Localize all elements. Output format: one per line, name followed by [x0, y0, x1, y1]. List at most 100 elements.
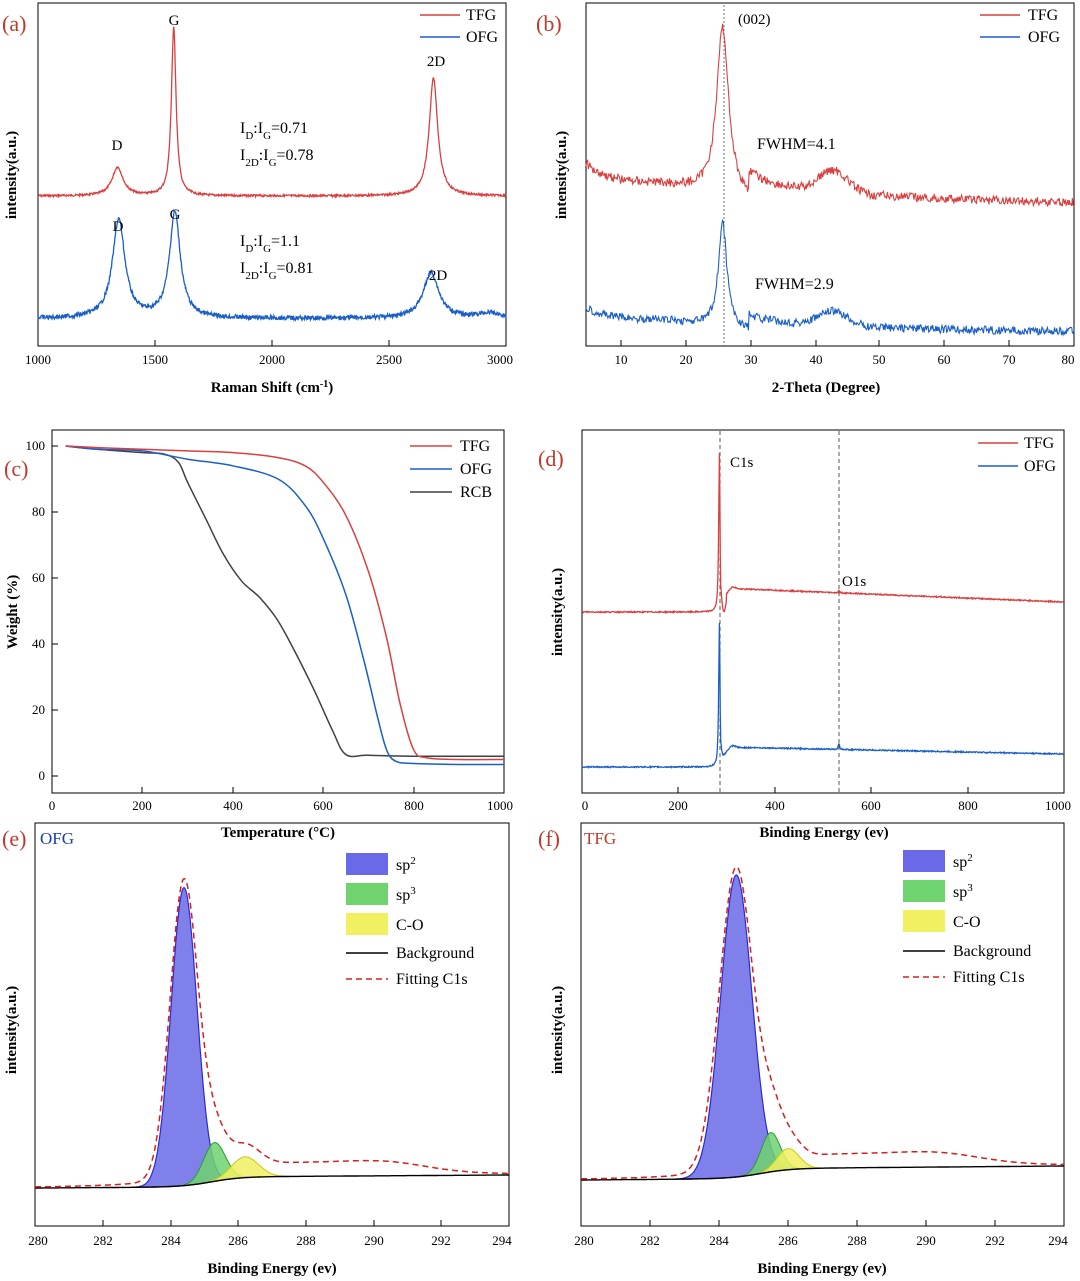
panel-label-f: (f): [538, 826, 560, 851]
x-tick-label: 80: [1062, 352, 1075, 367]
x-ticks-e: 280 282 284 286 288 290 292 294: [28, 1220, 512, 1248]
x-tick-label: 600: [861, 798, 881, 813]
x-tick-label: 10: [615, 352, 628, 367]
x-tick-label: 284: [709, 1233, 729, 1248]
x-tick-label: 800: [958, 798, 978, 813]
series-line-ofg: [581, 622, 1064, 770]
x-tick-label: 286: [778, 1233, 798, 1248]
y-axis-label-c: Weight (%): [5, 575, 21, 650]
series-line-tfg: [581, 453, 1065, 614]
plot-frame-f: [580, 822, 1065, 1227]
ratio-annotation: ID:IG=0.71: [240, 120, 308, 142]
x-tick-label: 1000: [487, 798, 513, 813]
y-tick-label: 80: [32, 504, 45, 519]
x-tick-label: 400: [223, 798, 243, 813]
panel-f: (f) TFG 280 282 284 286 288 290 292 294 …: [538, 822, 1068, 1277]
background-line: [581, 1165, 1064, 1181]
fitting-c1s-line: [35, 877, 509, 1188]
fitting-c1s-line: [581, 866, 1064, 1180]
legend-label-tfg: TFG: [460, 438, 491, 455]
series-line-tfg: [65, 445, 505, 761]
y-axis-label-a: intensity(a.u.): [4, 131, 20, 219]
x-tick-label: 280: [574, 1233, 594, 1248]
x-axis-label-b: 2-Theta (Degree): [772, 380, 880, 396]
x-axis-label-d: Binding Energy (ev): [759, 825, 888, 841]
legend-label-ofg: OFG: [1024, 458, 1056, 475]
legend-label-sp2: sp2: [953, 852, 973, 871]
peak-label-g-tfg: G: [169, 13, 180, 29]
y-axis-label-d: intensity(a.u.): [550, 568, 566, 656]
y-tick-label: 0: [39, 768, 46, 783]
y-tick-label: 40: [32, 636, 45, 651]
legend-label-sp3: sp3: [953, 882, 973, 901]
ratio-annotation: I2D:IG=0.78: [240, 147, 314, 169]
y-axis-label-f: intensity(a.u.): [550, 986, 566, 1074]
legend-label-fitting: Fitting C1s: [396, 971, 468, 988]
legend-patch-c-o: [346, 913, 388, 935]
legend-label-tfg: TFG: [466, 7, 497, 24]
x-tick-label: 282: [93, 1233, 113, 1248]
legend-label-tfg: TFG: [1024, 435, 1055, 452]
x-tick-label: 286: [228, 1233, 248, 1248]
legend-patch-sp3: [903, 880, 945, 902]
x-tick-label: 800: [404, 798, 424, 813]
legend-label-sp3: sp3: [396, 885, 416, 904]
panel-label-e: (e): [2, 826, 26, 851]
legend-label-ofg: OFG: [466, 29, 498, 46]
x-tick-label: 288: [847, 1233, 867, 1248]
x-ticks-f: 280 282 284 286 288 290 292 294: [574, 1220, 1068, 1248]
legend-label-tfg: TFG: [1028, 7, 1059, 24]
legend-label-background: Background: [953, 943, 1031, 960]
legend-label-c-o: C-O: [396, 917, 424, 934]
component-area-sp2: [131, 886, 236, 1188]
legend-label-rcb: RCB: [460, 484, 492, 501]
x-axis-label-e: Binding Energy (ev): [207, 1261, 336, 1277]
peak-label-o1s: O1s: [842, 574, 866, 590]
panel-e: (e) OFG 280 282 284 286 288 290 292 294 …: [2, 822, 512, 1277]
series-line-tfg: [585, 23, 1075, 208]
panel-label-d: (d): [538, 446, 564, 471]
inset-label-tfg: TFG: [584, 829, 616, 848]
y-axis-label-b: intensity(a.u.): [554, 131, 570, 219]
legend-patch-sp2: [346, 853, 388, 875]
x-tick-label: 70: [1003, 352, 1016, 367]
x-ticks-c: 0 200 400 600 800 1000: [49, 787, 513, 813]
panel-label-a: (a): [2, 11, 26, 36]
series-line-tfg: [37, 26, 507, 200]
plot-frame-d: [581, 429, 1065, 794]
panel-a: (a) 1000 1500 2000 2500 3000 Raman Shift…: [2, 2, 513, 397]
x-tick-label: 280: [28, 1233, 48, 1248]
x-tick-label: 30: [745, 352, 758, 367]
component-area-sp2: [673, 874, 799, 1180]
x-tick-label: 290: [916, 1233, 936, 1248]
panel-b: (b) 10 20 30 40 50 60 70 80 2-Theta (Deg…: [536, 2, 1075, 396]
background-line: [35, 1174, 509, 1189]
x-tick-label: 60: [938, 352, 951, 367]
plot-frame-e: [34, 822, 510, 1227]
x-tick-label: 20: [680, 352, 693, 367]
x-tick-label: 292: [431, 1233, 451, 1248]
x-tick-label: 0: [582, 798, 589, 813]
ratio-annotation: ID:IG=1.1: [240, 233, 300, 255]
legend-label-ofg: OFG: [460, 461, 492, 478]
x-axis-label-a: Raman Shift (cm-1): [211, 379, 334, 397]
x-tick-label: 294: [1048, 1233, 1068, 1248]
plot-frame-b: [585, 2, 1075, 347]
fwhm-annotation-tfg: FWHM=4.1: [757, 136, 836, 153]
x-tick-label: 294: [492, 1233, 512, 1248]
legend-label-ofg: OFG: [1028, 29, 1060, 46]
peak-label-2d-ofg: 2D: [429, 268, 448, 284]
x-tick-label: 40: [810, 352, 823, 367]
fwhm-annotation-ofg: FWHM=2.9: [755, 276, 834, 293]
x-tick-label: 1500: [142, 352, 168, 367]
panel-label-c: (c): [4, 456, 28, 481]
x-tick-label: 292: [985, 1233, 1005, 1248]
legend-patch-sp2: [903, 850, 945, 872]
plot-frame-c: [51, 429, 505, 794]
peak-label-g-ofg: G: [170, 207, 181, 223]
legend-label-sp2: sp2: [396, 855, 416, 874]
panel-label-b: (b): [536, 11, 562, 36]
y-ticks-c: 0 20 40 60 80 100: [26, 438, 58, 783]
y-tick-label: 60: [32, 570, 45, 585]
